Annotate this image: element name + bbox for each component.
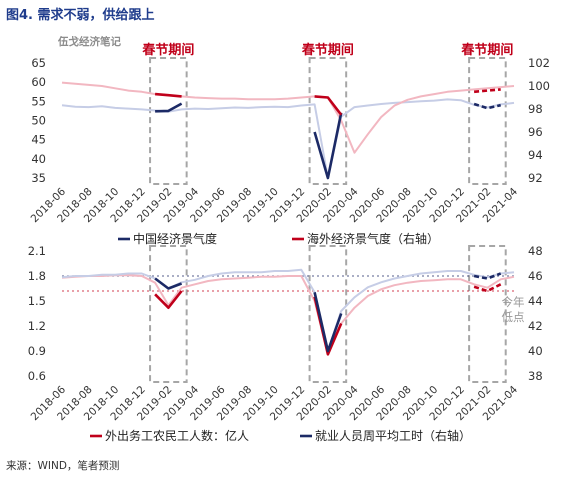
y-right-tick-label: 98 [528,102,543,116]
reference-annotation-line1: 今年 [502,295,525,309]
spring-festival-box [149,57,188,185]
spring-festival-box [468,57,507,185]
spring-festival-box [308,57,348,185]
spring-festival-label: 春节期间 [141,42,194,58]
y-left-tick-label: 1.8 [28,269,46,283]
legend-label: 就业人员周平均工时（右轴） [315,428,471,443]
spring-festival-label: 春节期间 [301,42,354,58]
y-right-tick-label: 96 [528,125,543,139]
series-line-highlight [473,272,502,280]
spring-festival-box [468,245,507,383]
series-line-highlight [154,277,183,290]
series-line-highlight [473,283,502,293]
y-right-tick-label: 46 [528,269,543,283]
figure-title: 图4. 需求不弱，供给跟上 [6,8,155,23]
y-left-tick-label: 55 [31,94,46,108]
legend-label: 中国经济景气度 [133,231,217,246]
series-line-highlight [473,102,501,110]
y-left-tick-label: 0.9 [28,344,46,358]
y-right-tick-label: 44 [528,294,543,308]
series-line-highlight [313,112,343,180]
y-left-tick-label: 0.6 [28,369,46,383]
y-left-tick-label: 50 [31,114,46,128]
series-line-highlight [155,102,183,113]
y-right-tick-label: 100 [528,79,550,93]
spring-festival-label: 春节期间 [460,42,513,58]
y-left-tick-label: 60 [31,75,46,89]
series-line-highlight [473,88,501,94]
y-right-tick-label: 40 [528,344,543,358]
source-note: 来源：WIND，笔者预测 [6,460,120,472]
watermark-text: 伍戈经济笔记 [58,36,121,48]
y-left-tick-label: 40 [31,152,46,166]
series-line-highlight [313,292,343,353]
y-left-tick-label: 35 [31,171,46,185]
y-right-tick-label: 94 [528,148,543,162]
y-left-tick-label: 65 [31,56,46,70]
series-line-highlight [154,92,182,98]
y-left-tick-label: 1.2 [28,319,46,333]
series-line-faded [61,274,515,356]
y-right-tick-label: 102 [528,56,550,70]
series-line-highlight [154,290,183,310]
y-left-tick-label: 45 [31,133,46,147]
y-right-tick-label: 48 [528,244,543,258]
reference-annotation-line2: 低点 [502,310,525,324]
series-line-faded [61,81,515,154]
legend-label: 外出务工农民工人数：亿人 [105,428,249,443]
legend-label: 海外经济景气度（右轴） [307,231,439,246]
series-line-faded [61,98,515,179]
y-right-tick-label: 42 [528,319,543,333]
series-line-highlight [314,95,343,116]
spring-festival-box [308,245,348,383]
spring-festival-box [149,245,188,383]
y-left-tick-label: 1.5 [28,294,46,308]
y-right-tick-label: 38 [528,369,543,383]
series-line-faded [61,268,515,352]
y-left-tick-label: 2.1 [28,244,46,258]
y-right-tick-label: 92 [528,171,543,185]
